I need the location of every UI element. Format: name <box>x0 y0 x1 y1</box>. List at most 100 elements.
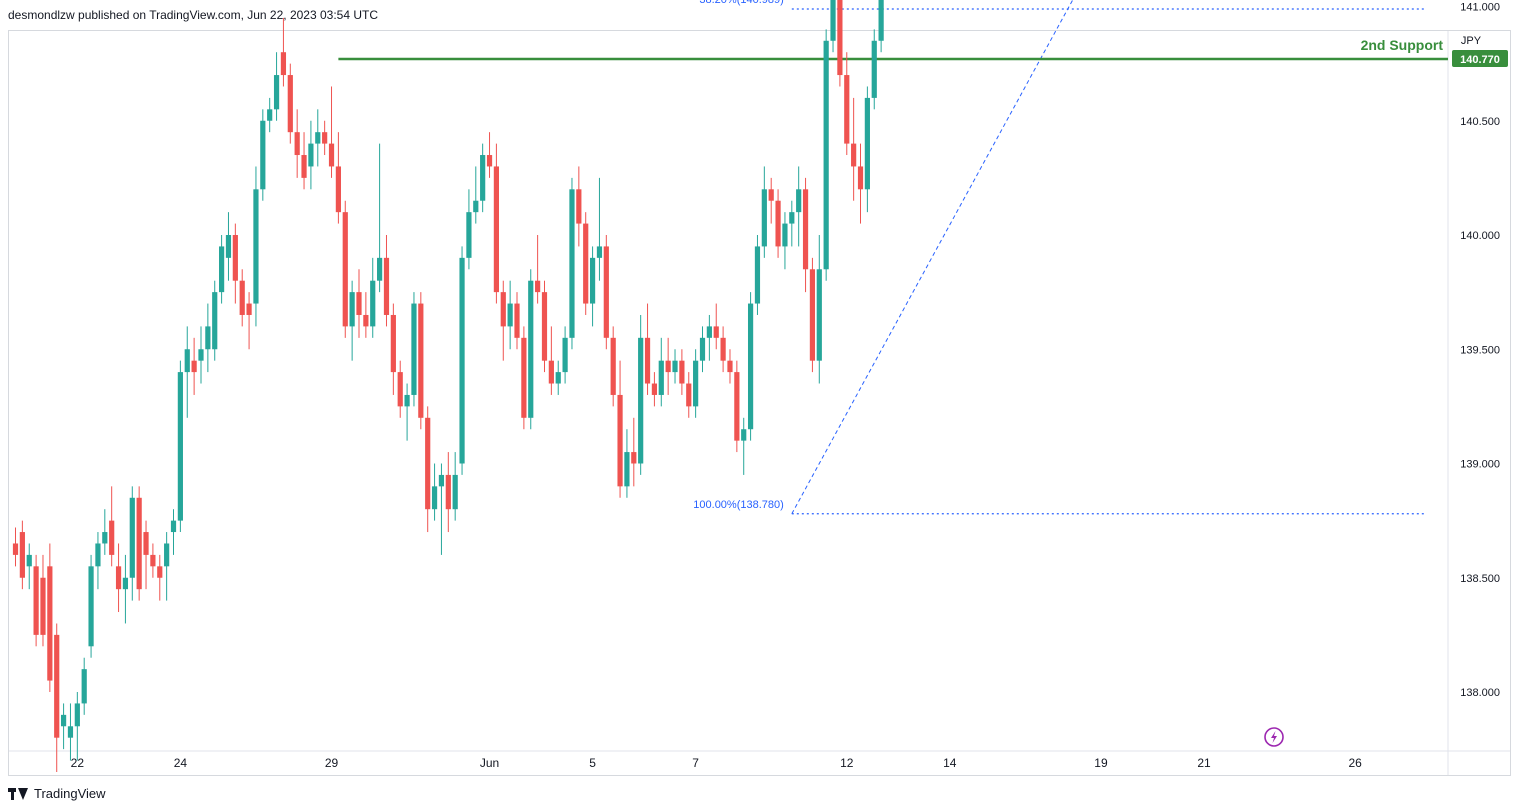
candle-body[interactable] <box>383 257 390 315</box>
candle-body[interactable] <box>280 52 287 76</box>
candle-body[interactable] <box>33 566 39 635</box>
candle-body[interactable] <box>301 155 307 178</box>
candle-body[interactable] <box>754 246 761 304</box>
candle-body[interactable] <box>521 337 527 418</box>
candle-body[interactable] <box>562 337 568 373</box>
candle-body[interactable] <box>583 223 589 304</box>
candle-body[interactable] <box>219 246 225 293</box>
candle-body[interactable] <box>164 543 170 567</box>
candle-body[interactable] <box>294 132 300 156</box>
candle-body[interactable] <box>246 303 252 315</box>
candle-body[interactable] <box>60 714 67 727</box>
candle-body[interactable] <box>638 337 644 464</box>
candle-body[interactable] <box>191 360 197 373</box>
candle-body[interactable] <box>377 257 383 281</box>
candle-body[interactable] <box>425 417 431 510</box>
fib-trend-line[interactable] <box>791 0 1239 515</box>
lightning-icon[interactable] <box>1264 727 1284 747</box>
candle-body[interactable] <box>356 292 362 315</box>
candle-body[interactable] <box>802 189 809 270</box>
candle-body[interactable] <box>205 326 211 350</box>
candle-body[interactable] <box>782 223 788 247</box>
candle-body[interactable] <box>555 372 561 384</box>
candle-body[interactable] <box>789 212 795 224</box>
candle-body[interactable] <box>713 326 719 338</box>
candle-body[interactable] <box>693 360 699 407</box>
candle-body[interactable] <box>232 235 238 281</box>
candle-body[interactable] <box>122 577 129 590</box>
candle-body[interactable] <box>624 452 630 487</box>
candle-body[interactable] <box>143 532 149 555</box>
candle-body[interactable] <box>308 143 314 167</box>
candle-body[interactable] <box>335 166 341 213</box>
candle-body[interactable] <box>170 520 177 533</box>
candle-body[interactable] <box>823 40 829 270</box>
candle-body[interactable] <box>665 360 671 373</box>
candle-body[interactable] <box>486 155 493 167</box>
candle-body[interactable] <box>576 189 582 224</box>
candle-body[interactable] <box>864 97 870 190</box>
candle-body[interactable] <box>177 372 183 521</box>
candle-body[interactable] <box>390 314 396 373</box>
candle-body[interactable] <box>431 486 438 510</box>
candle-body[interactable] <box>830 0 836 41</box>
candle-body[interactable] <box>809 269 816 361</box>
candle-body[interactable] <box>686 383 692 407</box>
candle-body[interactable] <box>775 200 781 247</box>
candle-body[interactable] <box>644 337 651 384</box>
candle-body[interactable] <box>157 566 163 578</box>
candle-body[interactable] <box>548 360 554 384</box>
candle-body[interactable] <box>596 246 603 258</box>
candle-body[interactable] <box>363 314 369 327</box>
candle-body[interactable] <box>761 189 767 247</box>
candle-body[interactable] <box>328 143 335 167</box>
candle-body[interactable] <box>184 349 190 373</box>
candle-body[interactable] <box>115 566 122 590</box>
candle-body[interactable] <box>768 189 774 201</box>
candle-body[interactable] <box>569 189 575 338</box>
candle-body[interactable] <box>47 566 53 681</box>
candle-body[interactable] <box>857 166 864 190</box>
candle-body[interactable] <box>260 120 266 190</box>
tradingview-footer[interactable]: TradingView <box>8 786 106 801</box>
candle-body[interactable] <box>349 292 355 327</box>
candle-body[interactable] <box>315 132 321 144</box>
candle-body[interactable] <box>816 269 822 361</box>
candle-body[interactable] <box>535 280 541 293</box>
candle-body[interactable] <box>239 280 245 315</box>
candle-body[interactable] <box>528 280 534 418</box>
candle-body[interactable] <box>837 0 843 76</box>
candle-body[interactable] <box>322 132 328 144</box>
candle-body[interactable] <box>720 337 726 361</box>
candle-body[interactable] <box>136 497 142 590</box>
candle-body[interactable] <box>12 543 19 555</box>
candle-body[interactable] <box>287 75 293 133</box>
candle-body[interactable] <box>473 200 479 213</box>
candle-body[interactable] <box>129 497 135 578</box>
candle-body[interactable] <box>871 40 877 98</box>
candle-body[interactable] <box>81 669 87 704</box>
candle-body[interactable] <box>26 554 32 567</box>
candle-body[interactable] <box>747 303 754 430</box>
candle-body[interactable] <box>844 75 850 144</box>
candle-body[interactable] <box>796 189 802 213</box>
candle-body[interactable] <box>617 394 623 487</box>
candle-body[interactable] <box>404 394 410 407</box>
candle-body[interactable] <box>102 532 108 544</box>
candle-body[interactable] <box>445 474 451 510</box>
candle-body[interactable] <box>225 235 232 258</box>
candle-body[interactable] <box>54 634 60 738</box>
candle-body[interactable] <box>679 360 685 384</box>
candle-body[interactable] <box>658 360 664 395</box>
candle-body[interactable] <box>672 360 678 373</box>
candle-body[interactable] <box>589 257 596 304</box>
candle-body[interactable] <box>411 303 417 395</box>
candle-body[interactable] <box>466 212 472 258</box>
candle-body[interactable] <box>610 337 616 395</box>
candle-body[interactable] <box>603 246 609 338</box>
candle-body[interactable] <box>212 292 218 350</box>
candle-body[interactable] <box>706 326 712 338</box>
candle-body[interactable] <box>741 429 747 441</box>
candle-body[interactable] <box>150 554 156 567</box>
